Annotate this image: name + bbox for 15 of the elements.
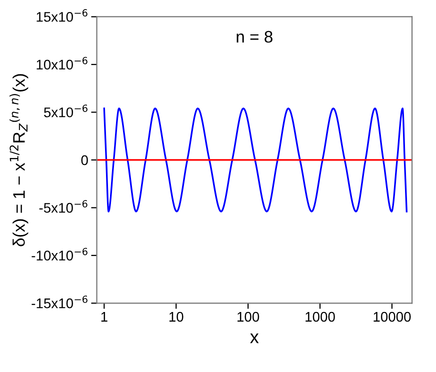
y-tick-label: 5x10$^{−6}$	[44, 104, 88, 118]
x-tick-label: 1000	[306, 312, 335, 322]
y-tick-label: 0	[81, 155, 88, 166]
annotation: n = 8	[236, 30, 272, 43]
y-tick-label: -15x10$^{−6}$	[32, 296, 88, 308]
x-tick-label: 10	[169, 312, 184, 322]
x-axis-title: x	[250, 334, 259, 344]
y-tick-label: 15x10$^{−6}$	[36, 9, 88, 22]
y-tick-label: -5x10$^{−6}$	[39, 200, 88, 213]
x-tick-label: 1	[101, 312, 108, 322]
y-axis-title: δ(x) = 1 − x$^{1/2}$R$_{Z}$$^{(n,n)}$(x)	[9, 74, 28, 246]
y-tick-label: 10x10$^{−6}$	[36, 56, 88, 70]
x-tick-label: 100	[238, 312, 260, 322]
x-tick-label: 10000	[374, 312, 411, 322]
y-tick-label: -10x10$^{−6}$	[32, 248, 88, 261]
